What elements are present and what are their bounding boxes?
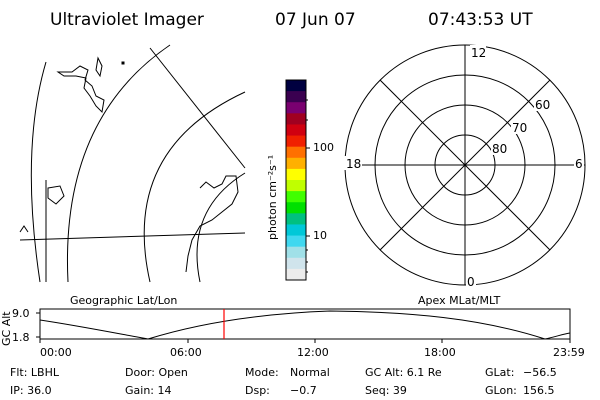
- map-meridian-1: [149, 47, 246, 169]
- map-meridian-2: [19, 232, 246, 241]
- map-lat-arc-2: [66, 44, 171, 283]
- polar-label-mlt-0: 0: [467, 275, 475, 289]
- info-dsp-label: Dsp:: [245, 384, 270, 397]
- colorbar-tick-100: 100: [313, 141, 334, 154]
- polar-label-lat-70: 70: [512, 121, 527, 135]
- timeline-ytick-bottom: 1.8: [12, 331, 30, 344]
- polar-labels: 12 0 18 6 60 70 80: [344, 45, 584, 289]
- colorbar-cell: [286, 135, 306, 148]
- timeline-xtick-0000: 00:00: [40, 346, 72, 359]
- info-glon-label: GLon:: [485, 384, 517, 397]
- colorbar-cell: [286, 180, 306, 192]
- map-lat-arc-4: [196, 172, 246, 283]
- polar-label-lat-80: 80: [492, 142, 507, 156]
- colorbar-cell: [286, 268, 306, 281]
- info-dsp-value: −0.7: [290, 384, 317, 397]
- colorbar-cell: [286, 80, 306, 92]
- info-filter: Flt: LBHL: [10, 366, 60, 379]
- polar-label-lat-60: 60: [535, 98, 550, 112]
- colorbar-cell: [286, 124, 306, 137]
- timeline-xtick-1800: 18:00: [424, 346, 456, 359]
- info-glat-value: −56.5: [523, 366, 557, 379]
- colorbar-cell: [286, 91, 306, 103]
- colorbar-cell: [286, 235, 306, 248]
- altitude-timeline: 9.0 1.8 GC Alt 00:00 06:00 12:00 18:00 2…: [0, 307, 585, 359]
- map-coastline-3: [47, 185, 65, 205]
- colorbar-cell: [286, 146, 306, 159]
- polar-label-mlt-12: 12: [471, 46, 486, 60]
- geographic-label: Geographic Lat/Lon: [70, 294, 177, 307]
- colorbar-cell: [286, 168, 306, 181]
- polar-label-mlt-6: 6: [575, 157, 583, 171]
- time: 07:43:53 UT: [428, 10, 533, 30]
- colorbar-cell: [286, 257, 306, 270]
- timeline-ylabel: GC Alt: [0, 311, 13, 346]
- map-coastline-5: [19, 225, 29, 233]
- map-dot: [121, 61, 125, 65]
- colorbar-cell: [286, 113, 306, 125]
- map-coastline-2: [95, 56, 103, 78]
- colorbar-tick-10: 10: [313, 229, 327, 242]
- info-seq: Seq: 39: [365, 384, 407, 397]
- geographic-map: [19, 44, 246, 283]
- colorbar-cell: [286, 224, 306, 237]
- timeline-xtick-2359: 23:59: [553, 346, 585, 359]
- colorbar-cell: [286, 157, 306, 170]
- apex-label: Apex MLat/MLT: [418, 294, 501, 307]
- title: Ultraviolet Imager: [50, 10, 204, 30]
- map-coastline-1: [56, 65, 105, 114]
- colorbar: 100 10 photon cm⁻²s⁻¹: [266, 79, 334, 281]
- timeline-ytick-top: 9.0: [12, 307, 30, 320]
- colorbar-cell: [286, 202, 306, 214]
- altitude-curve: [39, 310, 571, 340]
- info-glon-value: 156.5: [523, 384, 555, 397]
- map-lat-arc-3: [143, 91, 246, 283]
- info-ip: IP: 36.0: [10, 384, 52, 397]
- timeline-xtick-0600: 06:00: [170, 346, 202, 359]
- info-panel: Flt: LBHL Door: Open Mode: Normal GC Alt…: [10, 366, 557, 397]
- info-glat-label: GLat:: [485, 366, 514, 379]
- colorbar-unit-label: photon cm⁻²s⁻¹: [266, 155, 279, 240]
- info-mode-value: Normal: [290, 366, 330, 379]
- polar-label-mlt-18: 18: [346, 157, 361, 171]
- map-lat-arc-1: [30, 61, 47, 283]
- colorbar-cell: [286, 191, 306, 203]
- polar-plot: [344, 44, 586, 286]
- date: 07 Jun 07: [275, 10, 356, 30]
- info-door: Door: Open: [125, 366, 188, 379]
- info-mode-label: Mode:: [245, 366, 279, 379]
- map-coastline-4: [185, 175, 239, 273]
- info-gain: Gain: 14: [125, 384, 172, 397]
- timeline-xtick-1200: 12:00: [297, 346, 329, 359]
- colorbar-cell: [286, 102, 306, 114]
- colorbar-cell: [286, 246, 306, 259]
- info-gc-alt: GC Alt: 6.1 Re: [365, 366, 442, 379]
- colorbar-cell: [286, 213, 306, 225]
